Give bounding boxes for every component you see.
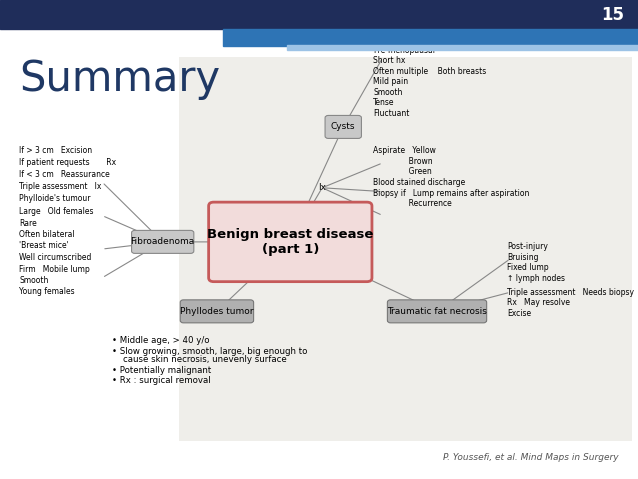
Text: Fluctuant: Fluctuant (373, 109, 410, 118)
Text: Summary: Summary (19, 58, 220, 100)
Text: Mild pain: Mild pain (373, 78, 408, 86)
Text: • Middle age, > 40 y/o: • Middle age, > 40 y/o (112, 336, 209, 345)
Text: Large   Old females: Large Old females (19, 207, 94, 216)
Text: Smooth: Smooth (373, 88, 403, 97)
FancyBboxPatch shape (181, 300, 254, 323)
Text: Fixed lump: Fixed lump (507, 263, 549, 272)
Text: Firm   Mobile lump: Firm Mobile lump (19, 265, 90, 274)
FancyBboxPatch shape (179, 57, 632, 441)
Text: Tense: Tense (373, 99, 395, 107)
FancyBboxPatch shape (131, 230, 194, 253)
Text: Cysts: Cysts (331, 123, 355, 131)
Text: Benign breast disease
(part 1): Benign breast disease (part 1) (207, 228, 373, 256)
Text: Brown: Brown (373, 157, 433, 166)
Text: Young females: Young females (19, 287, 75, 296)
Text: If > 3 cm   Excision: If > 3 cm Excision (19, 147, 93, 155)
Text: Often bilateral: Often bilateral (19, 230, 75, 239)
Text: • Slow growing, smooth, large, big enough to: • Slow growing, smooth, large, big enoug… (112, 347, 307, 356)
Text: Well circumscribed: Well circumscribed (19, 253, 91, 262)
Bar (0, 0, 638, 29)
Text: Green: Green (373, 168, 432, 176)
Text: Often multiple    Both breasts: Often multiple Both breasts (373, 67, 487, 76)
Text: Smooth: Smooth (19, 276, 48, 285)
Bar (223, 29, 638, 46)
Text: 15: 15 (601, 6, 624, 24)
Text: P. Youssefi, et al. Mind Maps in Surgery: P. Youssefi, et al. Mind Maps in Surgery (443, 453, 619, 462)
Text: • Potentially malignant: • Potentially malignant (112, 366, 211, 375)
Text: ↑ lymph nodes: ↑ lymph nodes (507, 274, 565, 283)
Text: Triple assessment   Needs biopsy: Triple assessment Needs biopsy (507, 288, 634, 297)
Text: If < 3 cm   Reassurance: If < 3 cm Reassurance (19, 171, 110, 179)
Text: Blood stained discharge: Blood stained discharge (373, 178, 466, 187)
Text: Ix: Ix (318, 183, 326, 192)
Bar (287, 45, 638, 50)
Text: Pre-menopausal: Pre-menopausal (373, 46, 435, 55)
Text: Traumatic fat necrosis: Traumatic fat necrosis (387, 307, 487, 316)
Text: Triple assessment   Ix: Triple assessment Ix (19, 182, 101, 191)
Text: Biopsy if   Lump remains after aspiration: Biopsy if Lump remains after aspiration (373, 189, 530, 197)
FancyBboxPatch shape (209, 202, 372, 282)
Text: Post-injury: Post-injury (507, 242, 548, 251)
Text: Excise: Excise (507, 309, 531, 318)
Text: Phylloide's tumour: Phylloide's tumour (19, 194, 91, 203)
Text: If patient requests       Rx: If patient requests Rx (19, 159, 116, 167)
Text: Short hx: Short hx (373, 57, 406, 65)
FancyBboxPatch shape (387, 300, 487, 323)
Text: Rx   May resolve: Rx May resolve (507, 298, 570, 307)
Text: Aspirate   Yellow: Aspirate Yellow (373, 147, 436, 155)
Text: Rare: Rare (19, 219, 37, 228)
Text: 'Breast mice': 'Breast mice' (19, 241, 69, 250)
Text: Bruising: Bruising (507, 253, 538, 262)
Text: Fibroadenoma: Fibroadenoma (131, 238, 195, 246)
Text: cause skin necrosis, unevenly surface: cause skin necrosis, unevenly surface (112, 355, 286, 365)
Text: Recurrence: Recurrence (373, 199, 452, 208)
Text: Phyllodes tumor: Phyllodes tumor (180, 307, 254, 316)
Text: • Rx : surgical removal: • Rx : surgical removal (112, 376, 211, 386)
FancyBboxPatch shape (325, 115, 362, 138)
